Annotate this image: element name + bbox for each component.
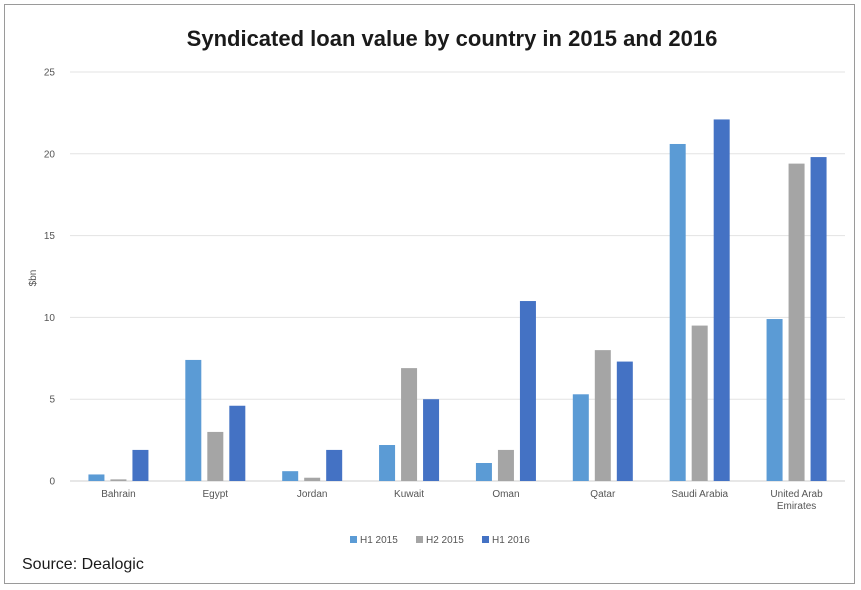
bar-h1-2016-kuwait <box>423 399 440 481</box>
bar-h1-2015-kuwait <box>379 445 396 481</box>
bar-h2-2015-united-arab-emirates <box>788 163 805 481</box>
y-tick-label: 5 <box>49 395 55 406</box>
legend-label: H1 2015 <box>360 535 398 546</box>
y-tick-label: 10 <box>44 313 56 324</box>
bar-h1-2015-jordan <box>282 471 299 481</box>
y-tick-label: 15 <box>44 231 56 242</box>
bar-h2-2015-egypt <box>207 431 224 481</box>
bar-h2-2015-saudi-arabia <box>691 325 708 481</box>
x-tick-label: Oman <box>492 489 519 500</box>
bar-h1-2016-jordan <box>326 449 343 481</box>
bar-h2-2015-jordan <box>304 477 321 481</box>
bar-h2-2015-oman <box>497 449 514 481</box>
bar-h1-2015-bahrain <box>88 474 105 481</box>
legend: H1 2015 H2 2015 H1 2016 <box>350 535 530 546</box>
bar-h2-2015-qatar <box>594 350 611 481</box>
legend-swatch <box>416 536 423 543</box>
x-tick-label: Qatar <box>590 489 616 500</box>
legend-swatch <box>482 536 489 543</box>
bar-h1-2016-bahrain <box>132 449 149 481</box>
bar-h1-2016-egypt <box>229 405 246 481</box>
y-tick-label: 20 <box>44 149 56 160</box>
bar-h1-2016-united-arab-emirates <box>810 157 827 481</box>
x-tick-label: Jordan <box>297 489 328 500</box>
legend-label: H1 2016 <box>492 535 530 546</box>
x-tick-label: Bahrain <box>101 489 135 500</box>
x-tick-label: Saudi Arabia <box>671 489 728 500</box>
y-tick-label: 0 <box>49 477 55 488</box>
bar-h2-2015-kuwait <box>401 368 418 481</box>
y-axis-label: $bn <box>28 270 39 287</box>
legend-swatch <box>350 536 357 543</box>
source-note: Source: Dealogic <box>22 556 144 573</box>
bar-h1-2016-oman <box>519 301 536 481</box>
chart-frame <box>4 4 855 584</box>
chart-title: Syndicated loan value by country in 2015… <box>187 26 718 51</box>
bar-h1-2015-qatar <box>572 394 589 481</box>
x-tick-labels: Bahrain Egypt Jordan Kuwait Oman Qatar Saudi A… <box>101 489 823 512</box>
y-tick-labels: 0 5 10 15 20 25 <box>44 68 56 488</box>
bar-h1-2016-saudi-arabia <box>713 119 730 481</box>
x-tick-label: United Arab Emirates <box>770 489 823 512</box>
bars <box>88 119 827 481</box>
bar-h1-2015-united-arab-emirates <box>766 319 783 481</box>
bar-h1-2015-oman <box>475 463 492 481</box>
legend-label: H2 2015 <box>426 535 464 546</box>
bar-h2-2015-bahrain <box>110 479 127 481</box>
bar-h1-2016-qatar <box>616 361 633 481</box>
bar-h1-2015-saudi-arabia <box>669 143 686 481</box>
bar-h1-2015-egypt <box>185 359 202 481</box>
x-tick-label: Egypt <box>203 489 229 500</box>
y-tick-label: 25 <box>44 68 56 79</box>
x-tick-label: Kuwait <box>394 489 424 500</box>
